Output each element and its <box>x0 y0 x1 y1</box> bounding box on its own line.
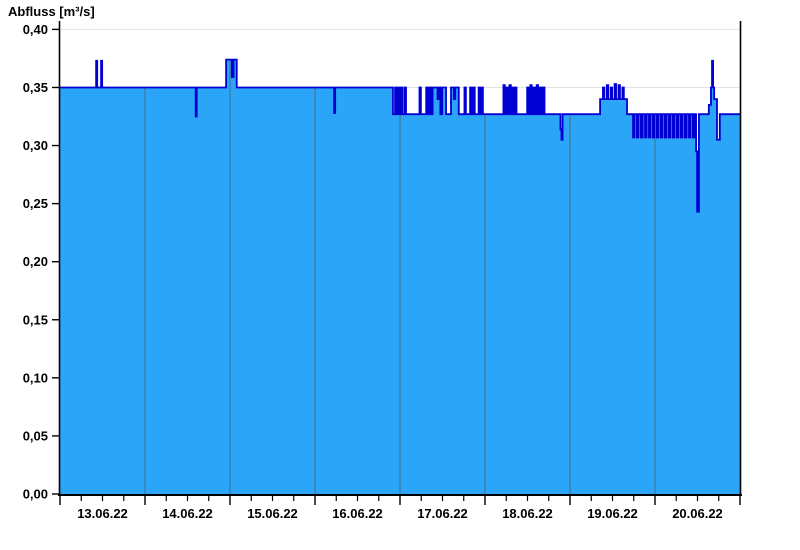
series-line <box>60 58 740 213</box>
y-tick-label: 0,30 <box>23 138 48 153</box>
x-tick-label: 13.06.22 <box>77 506 128 521</box>
y-tick-label: 0,10 <box>23 370 48 385</box>
y-tick-label: 0,05 <box>23 428 48 443</box>
x-tick-label: 20.06.22 <box>672 506 723 521</box>
x-tick-label: 19.06.22 <box>587 506 638 521</box>
y-tick-label: 0,40 <box>23 22 48 37</box>
chart-title: Abfluss [m³/s] <box>8 4 95 19</box>
y-tick-label: 0,15 <box>23 312 48 327</box>
x-tick-label: 18.06.22 <box>502 506 553 521</box>
x-tick-label: 16.06.22 <box>332 506 383 521</box>
x-tick-label: 15.06.22 <box>247 506 298 521</box>
y-tick-label: 0,20 <box>23 254 48 269</box>
y-tick-label: 0,35 <box>23 80 48 95</box>
x-tick-label: 17.06.22 <box>417 506 468 521</box>
x-tick-label: 14.06.22 <box>162 506 213 521</box>
y-tick-label: 0,00 <box>23 487 48 502</box>
y-tick-label: 0,25 <box>23 196 48 211</box>
